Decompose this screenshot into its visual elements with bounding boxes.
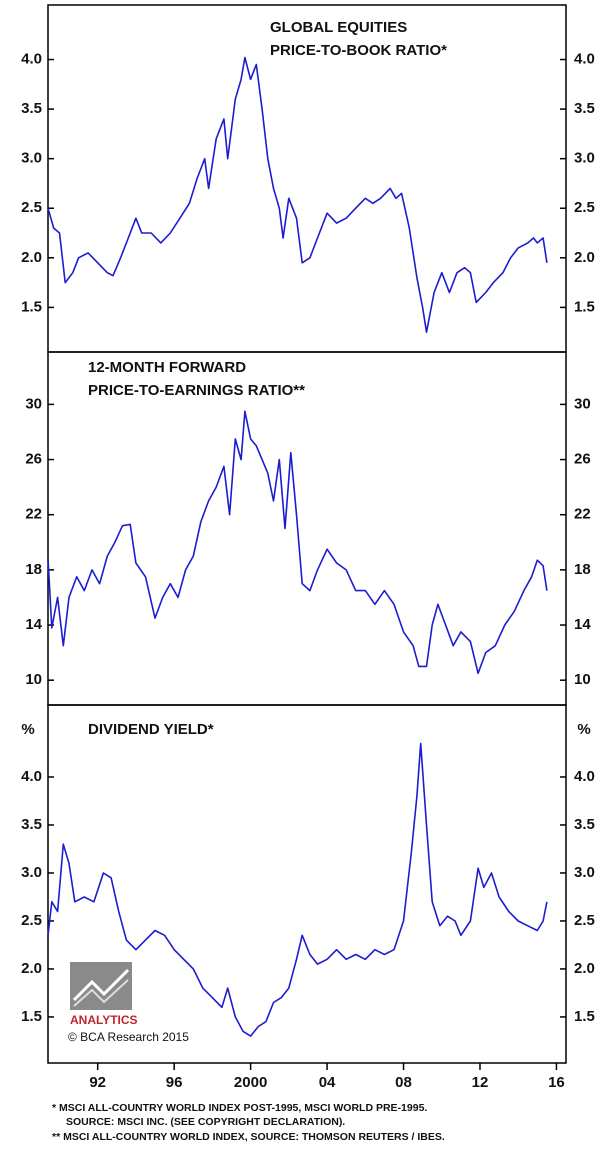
y-tick-label: 3.5 (574, 816, 595, 833)
plot-frame (47, 704, 567, 1064)
y-tick-label: 1.5 (574, 298, 595, 315)
copyright: © BCA Research 2015 (68, 1030, 189, 1044)
plot-frame (47, 351, 567, 706)
logo-icon (73, 979, 129, 1007)
y-tick-label: 3.0 (574, 864, 595, 881)
y-tick-label: 3.0 (574, 150, 595, 167)
chart-title: DIVIDEND YIELD* (88, 721, 214, 738)
x-tick-label: 92 (89, 1074, 106, 1091)
y-tick-label: 14 (25, 616, 42, 633)
line-series (47, 56, 548, 333)
x-tick-label: 16 (548, 1074, 565, 1091)
y-tick-label: 3.0 (21, 864, 42, 881)
y-tick-label: 2.5 (21, 199, 42, 216)
y-tick-label: 4.0 (21, 50, 42, 67)
y-unit: % (577, 721, 590, 738)
y-tick-label: 4.0 (574, 50, 595, 67)
y-tick-label: 2.5 (574, 912, 595, 929)
chart-title: PRICE-TO-EARNINGS RATIO** (88, 382, 305, 399)
y-tick-label: 2.0 (574, 249, 595, 266)
x-tick-label: 08 (395, 1074, 412, 1091)
y-tick-label: 30 (25, 395, 42, 412)
y-tick-label: 26 (25, 451, 42, 468)
line-series (47, 410, 548, 675)
x-tick-label: 96 (166, 1074, 183, 1091)
y-tick-label: 22 (574, 506, 591, 523)
y-tick-label: 2.0 (21, 249, 42, 266)
y-tick-label: 2.0 (21, 960, 42, 977)
y-unit: % (21, 721, 34, 738)
y-tick-label: 3.5 (21, 100, 42, 117)
y-tick-label: 30 (574, 395, 591, 412)
chart-title: PRICE-TO-BOOK RATIO* (270, 42, 447, 59)
logo-icon (72, 968, 130, 1002)
logo-text: ANALYTICS (70, 1013, 138, 1027)
y-tick-label: 3.5 (574, 100, 595, 117)
y-tick-label: 1.5 (21, 1008, 42, 1025)
x-tick-label: 04 (319, 1074, 336, 1091)
y-tick-label: 2.5 (574, 199, 595, 216)
y-tick-label: 18 (574, 561, 591, 578)
y-tick-label: 10 (574, 671, 591, 688)
x-tick-label: 2000 (234, 1074, 267, 1091)
footnote: * MSCI ALL-COUNTRY WORLD INDEX POST-1995… (52, 1102, 427, 1114)
chart-title: GLOBAL EQUITIES (270, 19, 407, 36)
y-tick-label: 10 (25, 671, 42, 688)
chart-title: 12-MONTH FORWARD (88, 359, 246, 376)
line-series (47, 742, 548, 1037)
y-tick-label: 18 (25, 561, 42, 578)
y-tick-label: 26 (574, 451, 591, 468)
footnote: ** MSCI ALL-COUNTRY WORLD INDEX, SOURCE:… (52, 1131, 445, 1143)
y-tick-label: 22 (25, 506, 42, 523)
y-tick-label: 1.5 (21, 298, 42, 315)
y-tick-label: 14 (574, 616, 591, 633)
y-tick-label: 2.5 (21, 912, 42, 929)
y-tick-label: 3.5 (21, 816, 42, 833)
x-tick-label: 12 (472, 1074, 489, 1091)
footnote: SOURCE: MSCI INC. (SEE COPYRIGHT DECLARA… (66, 1116, 345, 1128)
y-tick-label: 2.0 (574, 960, 595, 977)
y-tick-label: 3.0 (21, 150, 42, 167)
y-tick-label: 4.0 (574, 768, 595, 785)
y-tick-label: 1.5 (574, 1008, 595, 1025)
y-tick-label: 4.0 (21, 768, 42, 785)
